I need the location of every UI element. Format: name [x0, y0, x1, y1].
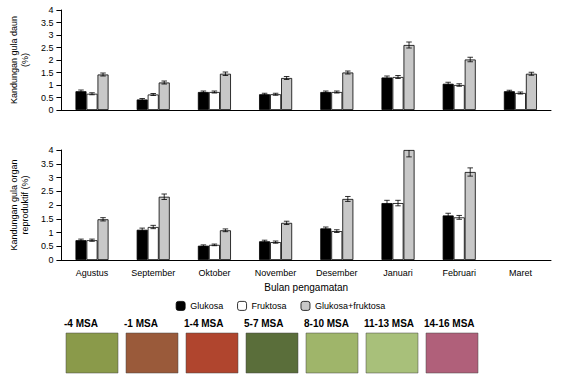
svg-text:3: 3: [48, 173, 53, 183]
svg-text:4: 4: [48, 5, 53, 15]
svg-text:0.5: 0.5: [41, 93, 54, 103]
svg-text:September: September: [131, 268, 175, 278]
svg-text:3: 3: [48, 30, 53, 40]
svg-text:Agustus: Agustus: [76, 268, 109, 278]
svg-text:2.5: 2.5: [41, 186, 54, 196]
svg-text:4: 4: [48, 145, 53, 155]
svg-text:0.5: 0.5: [41, 241, 54, 251]
svg-text:Glukosa+fruktosa: Glukosa+fruktosa: [315, 301, 385, 311]
svg-text:5-7 MSA: 5-7 MSA: [244, 318, 283, 329]
svg-text:Oktober: Oktober: [198, 268, 230, 278]
svg-text:-1 MSA: -1 MSA: [124, 318, 158, 329]
svg-text:Bulan pengamatan: Bulan pengamatan: [264, 282, 348, 293]
svg-text:11-13 MSA: 11-13 MSA: [364, 318, 414, 329]
svg-text:Desember: Desember: [316, 268, 358, 278]
svg-text:Glukosa: Glukosa: [190, 301, 223, 311]
svg-text:0: 0: [48, 255, 53, 265]
svg-text:3.5: 3.5: [41, 18, 54, 28]
svg-text:3.5: 3.5: [41, 159, 54, 169]
svg-text:Kandungan gula organ: Kandungan gula organ: [9, 159, 19, 250]
svg-text:Maret: Maret: [509, 268, 533, 278]
svg-text:1.5: 1.5: [41, 214, 54, 224]
svg-text:1: 1: [48, 228, 53, 238]
svg-text:2: 2: [48, 55, 53, 65]
svg-text:2.5: 2.5: [41, 43, 54, 53]
svg-text:2: 2: [48, 200, 53, 210]
svg-text:-4 MSA: -4 MSA: [64, 318, 98, 329]
svg-text:reproduktif (%): reproduktif (%): [20, 175, 30, 234]
svg-text:1.5: 1.5: [41, 68, 54, 78]
svg-text:0: 0: [48, 105, 53, 115]
svg-text:Kandungan gula daun: Kandungan gula daun: [9, 16, 19, 104]
svg-text:November: November: [255, 268, 297, 278]
svg-text:Januari: Januari: [383, 268, 413, 278]
svg-text:Fruktosa: Fruktosa: [252, 301, 287, 311]
svg-text:1-4 MSA: 1-4 MSA: [184, 318, 223, 329]
svg-text:(%): (%): [20, 53, 30, 67]
svg-text:14-16 MSA: 14-16 MSA: [424, 318, 475, 329]
svg-text:Februari: Februari: [442, 268, 476, 278]
svg-text:8-10 MSA: 8-10 MSA: [304, 318, 349, 329]
svg-text:1: 1: [48, 80, 53, 90]
